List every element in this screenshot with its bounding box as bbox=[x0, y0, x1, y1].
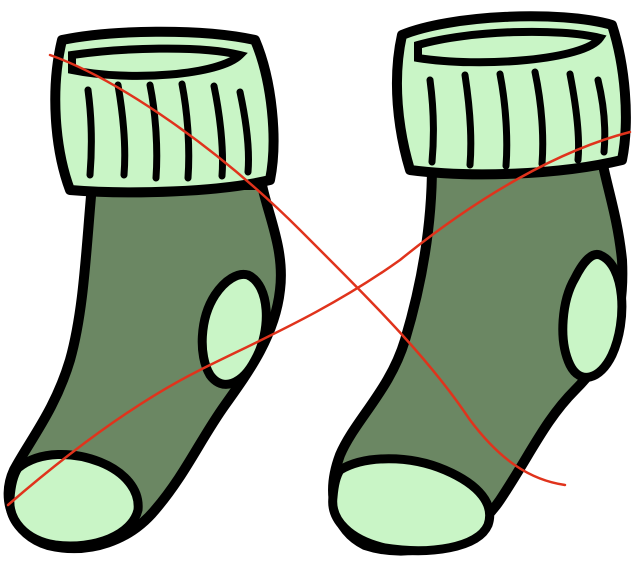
right-sock-ribbing bbox=[426, 68, 609, 170]
left-sock-toe bbox=[5, 450, 143, 551]
cross-line-2 bbox=[6, 130, 632, 507]
red-cross-mark bbox=[6, 53, 632, 507]
right-sock-toe bbox=[328, 454, 495, 556]
right-sock-opening bbox=[414, 27, 607, 67]
left-sock-heel bbox=[197, 269, 271, 389]
cross-line-1 bbox=[48, 53, 567, 487]
right-sock bbox=[328, 11, 631, 556]
left-sock-opening bbox=[68, 44, 248, 80]
left-sock-ribbing bbox=[84, 80, 253, 182]
right-sock-heel bbox=[558, 250, 627, 382]
